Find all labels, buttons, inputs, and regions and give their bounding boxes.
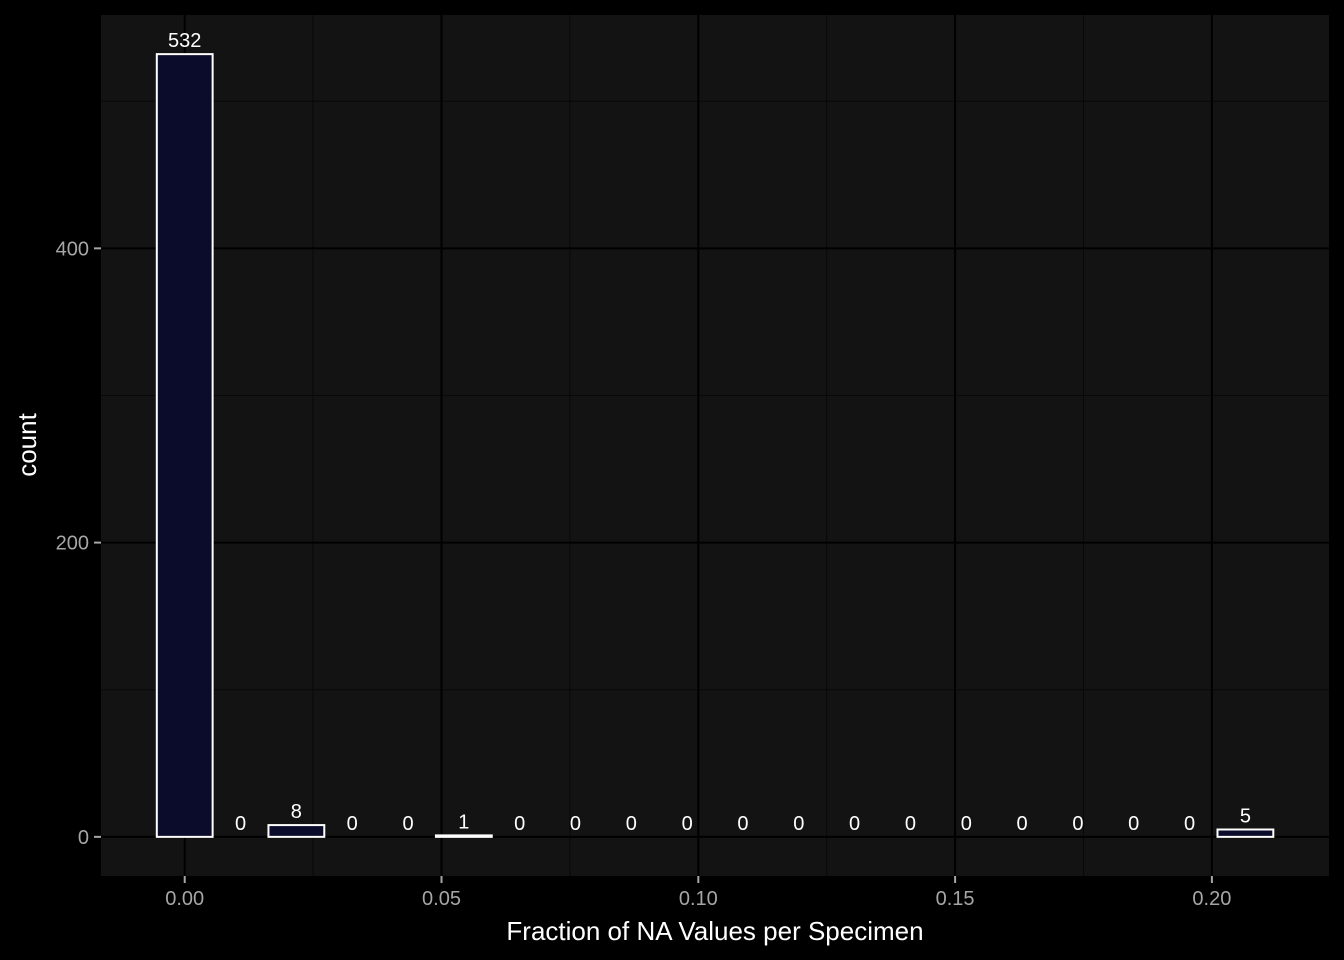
x-axis-title: Fraction of NA Values per Specimen <box>506 916 923 946</box>
bar-labels: 532 0 8 0 0 1 0 0 0 0 0 0 0 0 0 0 0 0 0 5 <box>168 30 1251 835</box>
major-gridlines <box>101 15 1329 876</box>
bar-value-label-5: 1 <box>458 811 469 833</box>
histogram-bar-2 <box>267 824 326 838</box>
bar-value-label-2: 8 <box>291 801 302 823</box>
x-tick-label-2: 0.10 <box>679 888 718 910</box>
bar-value-label-16: 0 <box>1072 813 1083 835</box>
bar-value-label-14: 0 <box>961 813 972 835</box>
bar-value-label-19: 5 <box>1240 806 1251 828</box>
bar-value-label-0: 532 <box>168 30 201 52</box>
y-axis: 0 200 400 <box>56 238 101 849</box>
bar-value-label-3: 0 <box>347 813 358 835</box>
y-tick-label-2: 400 <box>56 238 89 260</box>
bar-value-label-12: 0 <box>849 813 860 835</box>
bars <box>155 53 1275 838</box>
histogram-bar-19 <box>1216 828 1275 838</box>
bar-value-label-1: 0 <box>235 813 246 835</box>
bar-value-label-11: 0 <box>793 813 804 835</box>
plot-panel <box>101 15 1329 876</box>
x-tick-label-0: 0.00 <box>165 888 204 910</box>
x-tick-label-3: 0.15 <box>936 888 975 910</box>
bar-value-label-15: 0 <box>1017 813 1028 835</box>
bar-value-label-6: 0 <box>514 813 525 835</box>
x-tick-label-4: 0.20 <box>1192 888 1231 910</box>
bar-value-label-18: 0 <box>1184 813 1195 835</box>
y-axis-title: count <box>12 412 42 476</box>
bar-value-label-4: 0 <box>402 813 413 835</box>
y-tick-label-0: 0 <box>78 827 89 849</box>
bar-value-label-13: 0 <box>905 813 916 835</box>
histogram-bar-0 <box>155 53 214 838</box>
bar-value-label-9: 0 <box>682 813 693 835</box>
x-axis: 0.00 0.05 0.10 0.15 0.20 <box>165 876 1231 910</box>
bar-value-label-10: 0 <box>737 813 748 835</box>
histogram-bar-5 <box>434 834 493 838</box>
y-tick-label-1: 200 <box>56 533 89 555</box>
x-tick-label-1: 0.05 <box>422 888 461 910</box>
bar-value-label-7: 0 <box>570 813 581 835</box>
bar-value-label-8: 0 <box>626 813 637 835</box>
minor-gridlines <box>101 15 1329 876</box>
bar-value-label-17: 0 <box>1128 813 1139 835</box>
